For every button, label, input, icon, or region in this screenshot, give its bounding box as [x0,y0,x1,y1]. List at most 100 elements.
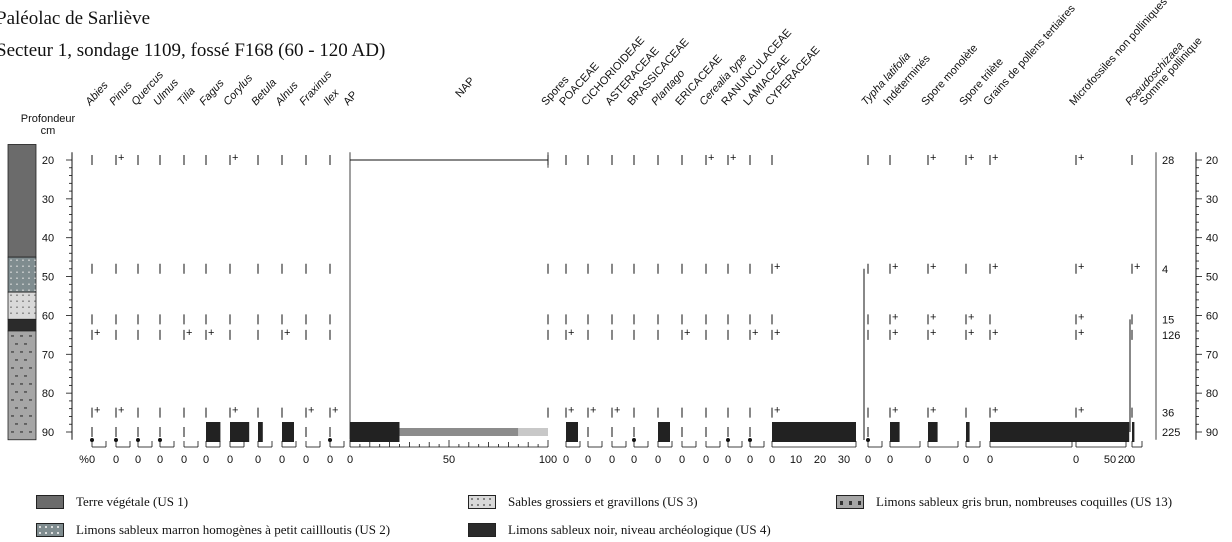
bar-other-5 [1076,422,1124,442]
presence-plus-nap-9: + [774,261,780,273]
presence-plus-other-2: + [930,327,936,339]
column-label-ap-10: Ilex [321,87,342,108]
depth-tick-label: 30 [42,194,54,206]
depth-tick-label: 40 [42,233,54,245]
legend-item-us3: Sables grossiers et gravillons (US 3) [468,494,698,510]
legend-swatch-us4 [468,523,496,537]
xaxis-label-ap-0: 0 [89,454,95,466]
xaxis-label-other-3: 0 [963,454,969,466]
presence-plus-other-3: + [968,152,974,164]
presence-plus-other-5: + [1078,405,1084,417]
legend-swatch-us1 [36,495,64,509]
bar-other-1 [890,422,900,442]
litho-dot [28,259,30,261]
depth-tick-label: 70 [42,349,54,361]
depth-tick-label-right: 30 [1206,194,1218,206]
summary-bar-spores [518,428,548,436]
litho-dot [16,283,18,285]
presence-plus-other-2: + [930,261,936,273]
depth-tick-label: 50 [42,272,54,284]
litho-dot [10,277,12,279]
xaxis-label-ap-3: 0 [157,454,163,466]
litho-dot [22,289,24,291]
percent-label: % [79,454,89,466]
litho-dot [28,265,30,267]
presence-plus-nap-2: + [614,405,620,417]
litho-dot [34,259,36,261]
xaxis-label-ap-9: 0 [303,454,309,466]
column-label-ap-0: Abies [83,79,111,109]
xaxis-label-ap-7: 0 [255,454,261,466]
litho-dot [22,277,24,279]
xaxis-label-nap-1: 0 [585,454,591,466]
column-label-ap-5: Fagus [197,77,227,108]
litho-dot [22,294,24,296]
depth-tick-label-right: 20 [1206,155,1218,167]
presence-dot [632,438,636,442]
presence-plus-ap-4: + [186,327,192,339]
bar-other-3 [966,422,970,442]
litho-dot [10,283,12,285]
legend-item-us1: Terre végétale (US 1) [36,494,188,510]
presence-dot [114,438,118,442]
pollen-sum-value: 15 [1162,314,1174,326]
litho-dot [22,312,24,314]
bar-ap-8 [282,422,294,442]
litho-dot [22,300,24,302]
pollen-sum-value: 36 [1162,408,1174,420]
litho-dot [34,289,36,291]
xaxis-label-other-0: 0 [865,454,871,466]
column-label-ap-6: Corylus [221,72,255,108]
bar-nap-4 [658,422,670,442]
xaxis-label-nap-4: 0 [655,454,661,466]
presence-plus-other-2: + [930,311,936,323]
depth-tick-label-right: 90 [1206,427,1218,439]
presence-plus-nap-9: + [774,405,780,417]
summary-bar-nap [400,428,519,436]
xaxis-label-nap-3: 0 [631,454,637,466]
litho-dot [28,294,30,296]
xaxis-label-nap-6: 0 [703,454,709,466]
xaxis-label-nap-9: 20 [814,454,826,466]
presence-plus-ap-0: + [94,327,100,339]
xaxis-label-ap-8: 0 [279,454,285,466]
litho-layer-1 [8,144,36,257]
presence-dot [866,438,870,442]
xaxis-label-other-4: 50 [1104,454,1116,466]
presence-dot [726,438,730,442]
litho-layer-3 [8,292,36,319]
presence-plus-ap-0: + [94,405,100,417]
column-label-ap-1: Pinus [107,79,135,108]
legend-item-us2: Limons sableux marron homogènes à petit … [36,522,390,538]
xaxis-label-other-2: 0 [925,454,931,466]
presence-plus-other-4: + [992,405,998,417]
presence-plus-ap-9: + [308,405,314,417]
litho-dot [10,259,12,261]
depth-tick-label-right: 60 [1206,310,1218,322]
legend-item-us4: Limons sableux noir, niveau archéologiqu… [468,522,771,538]
litho-dot [16,271,18,273]
presence-plus-ap-1: + [118,152,124,164]
bar-ap-5 [206,422,220,442]
bar-ap-7 [258,422,263,442]
depth-axis-title: Profondeur [21,113,76,125]
presence-plus-nap-1: + [590,405,596,417]
litho-dot [28,283,30,285]
presence-dot [158,438,162,442]
litho-dot [34,306,36,308]
presence-dot [748,438,752,442]
pollen-sum-value: 4 [1162,264,1168,276]
column-label-other-4: Grains de pollens tertiaires [981,2,1078,108]
litho-dot [10,312,12,314]
presence-plus-other-4: + [992,327,998,339]
depth-tick-label: 90 [42,427,54,439]
presence-plus-ap-5: + [208,327,214,339]
litho-dot [16,312,18,314]
presence-dot [136,438,140,442]
litho-dot [16,259,18,261]
xaxis-label-other-6: 0 [1129,454,1135,466]
litho-dot [22,259,24,261]
xaxis-label-other-5: 0 [1073,454,1079,466]
legend-label-us4: Limons sableux noir, niveau archéologiqu… [508,522,771,538]
